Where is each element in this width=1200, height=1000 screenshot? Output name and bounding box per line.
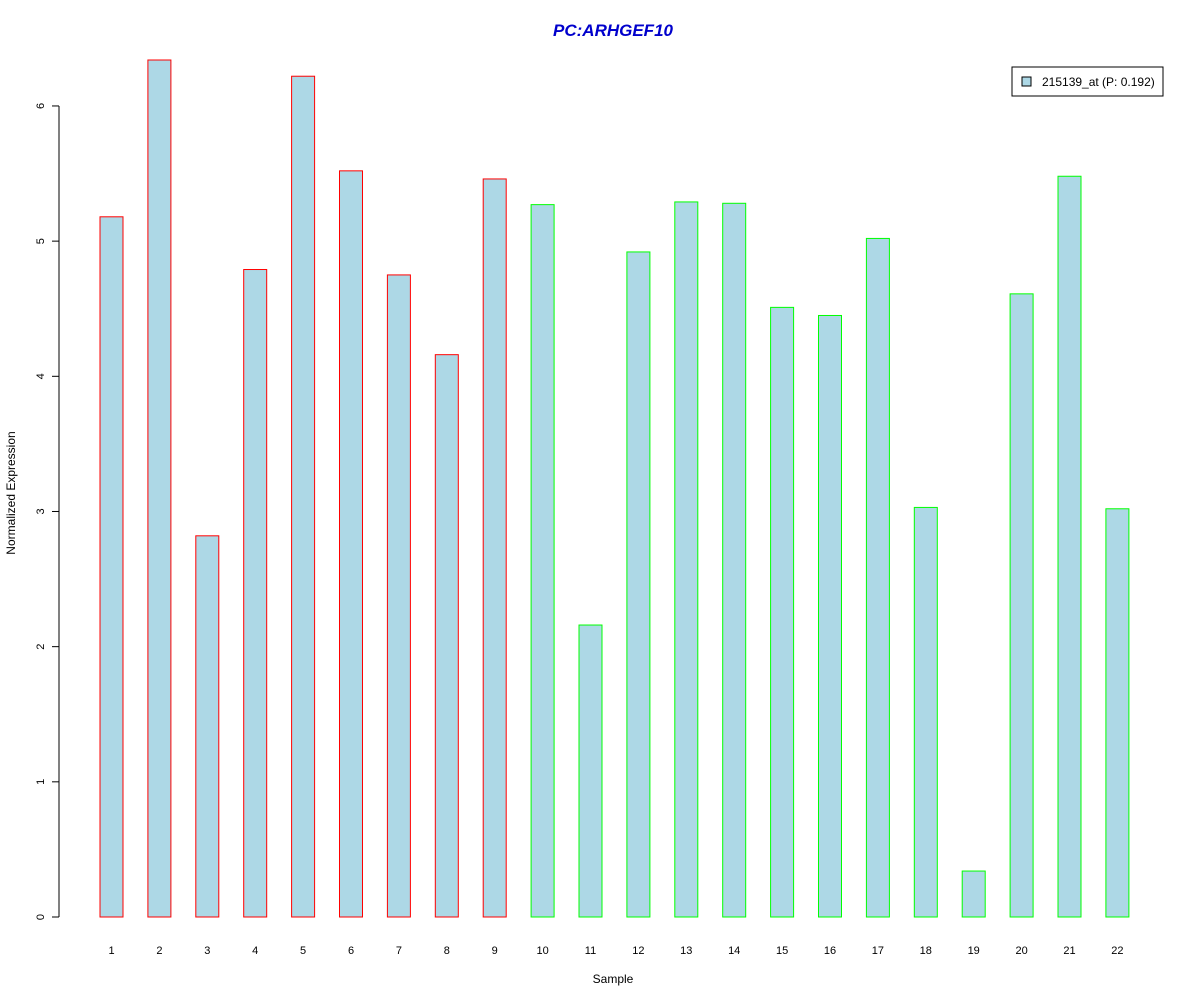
y-tick-label: 1 [35,779,47,785]
chart-title: PC:ARHGEF10 [553,21,674,40]
x-tick-label: 2 [156,945,162,957]
legend-swatch [1021,76,1032,87]
bar-sample-3 [195,535,220,918]
x-tick-label: 6 [348,945,354,957]
x-tick-label: 4 [252,945,258,957]
bar-sample-12 [626,251,651,918]
bar-sample-2 [147,59,172,918]
bar-sample-1 [99,216,124,918]
bar-sample-16 [818,314,842,918]
x-axis-label: Sample [593,972,634,986]
x-tick-label: 7 [396,945,402,957]
y-tick-label: 5 [35,238,47,244]
bars-group [99,59,1130,918]
bar-sample-17 [865,237,890,918]
legend-label: 215139_at (P: 0.192) [1042,75,1155,89]
y-axis-label: Normalized Expression [4,431,18,554]
x-tick-label: 22 [1111,945,1123,957]
bar-sample-19 [961,870,986,918]
bar-sample-14 [722,202,747,918]
x-tick-label: 13 [680,945,692,957]
x-tick-label: 10 [536,945,548,957]
x-tick-label: 3 [204,945,210,957]
bar-sample-6 [339,170,363,918]
bar-sample-5 [291,75,316,918]
x-tick-labels: 1 2 3 4 5 6 7 8 9 10 11 12 13 14 15 16 17 18 19 20 21 22 [108,945,1123,957]
bar-sample-7 [386,274,411,918]
x-tick-label: 19 [968,945,980,957]
bar-sample-4 [243,269,268,918]
legend-box [1011,66,1164,97]
bar-sample-20 [1009,293,1034,918]
x-tick-label: 11 [585,945,596,957]
x-tick-label: 20 [1015,945,1027,957]
x-tick-label: 21 [1063,945,1075,957]
y-tick-label: 2 [35,644,47,650]
x-tick-label: 17 [872,945,884,957]
x-tick-label: 16 [824,945,836,957]
y-tick-label: 6 [35,103,47,109]
bar-sample-21 [1057,175,1082,918]
x-tick-label: 8 [444,945,450,957]
x-tick-label: 15 [776,945,788,957]
x-tick-label: 14 [728,945,740,957]
bar-sample-10 [530,204,555,918]
bar-sample-18 [913,506,938,918]
y-axis: 0 1 2 3 4 5 6 [35,103,60,920]
bar-sample-9 [482,178,507,918]
x-tick-label: 12 [632,945,644,957]
y-tick-label: 3 [35,508,47,514]
bar-sample-11 [578,624,603,918]
bar-sample-13 [674,201,699,918]
x-tick-label: 18 [920,945,932,957]
bar-sample-8 [434,354,459,918]
x-tick-label: 1 [108,945,114,957]
y-tick-label: 0 [35,914,47,920]
bar-sample-22 [1105,508,1130,918]
bar-sample-15 [770,306,795,918]
y-tick-label: 4 [35,373,47,379]
x-tick-label: 5 [300,945,306,957]
x-tick-label: 9 [492,945,498,957]
legend: 215139_at (P: 0.192) [1011,66,1164,97]
